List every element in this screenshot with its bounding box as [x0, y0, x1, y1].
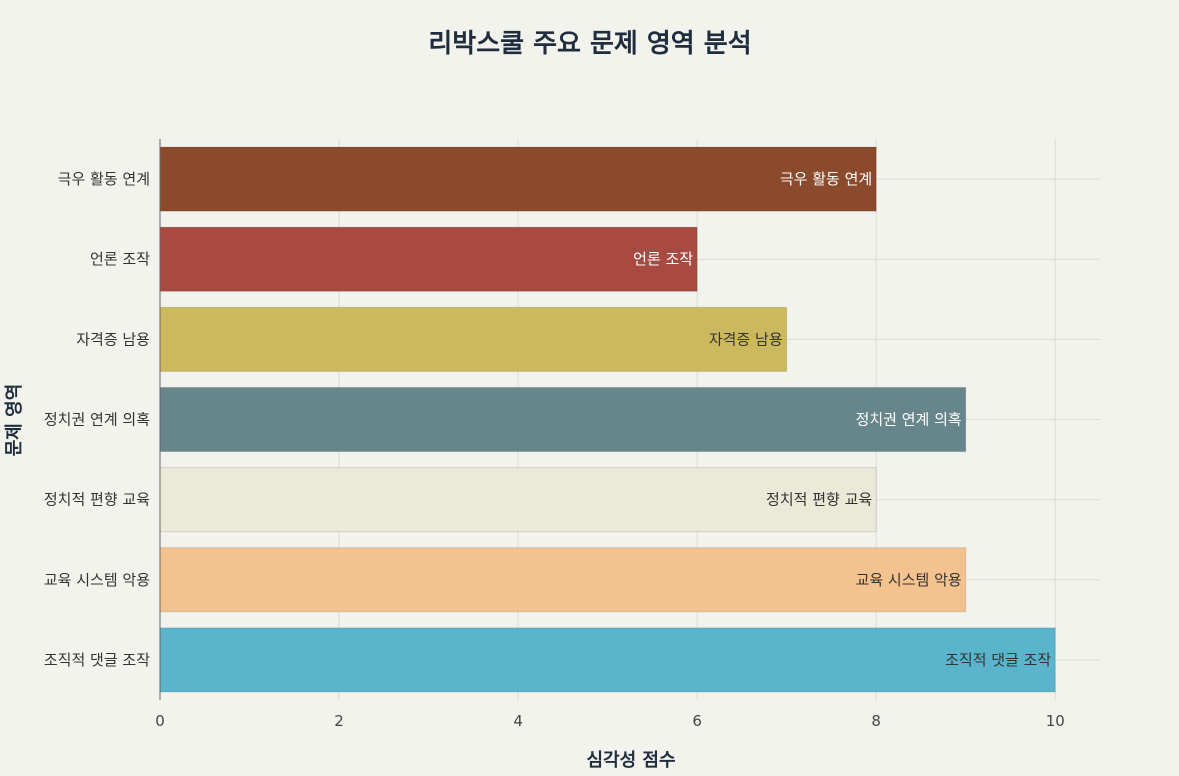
bar-data-label: 교육 시스템 악용	[856, 571, 962, 589]
y-tick-label: 언론 조작	[90, 250, 150, 268]
y-tick-label: 극우 활동 연계	[58, 170, 150, 188]
bar	[159, 306, 788, 372]
y-tick-label: 교육 시스템 악용	[44, 571, 150, 589]
bar-data-label: 언론 조작	[633, 250, 693, 268]
bar-data-label: 정치적 편향 교육	[766, 491, 872, 509]
bar-data-label: 극우 활동 연계	[780, 170, 872, 188]
x-tick-label: 10	[1046, 712, 1065, 730]
x-axis-title: 심각성 점수	[586, 750, 675, 771]
bar-data-label: 조직적 댓글 조작	[945, 651, 1051, 669]
y-tick-label: 자격증 남용	[76, 330, 150, 348]
x-tick-label: 2	[334, 712, 344, 730]
bar	[159, 146, 877, 212]
chart-title: 리박스쿨 주요 문제 영역 분석	[428, 29, 751, 59]
y-tick-label: 정치적 편향 교육	[44, 491, 150, 509]
bar	[159, 467, 877, 533]
bar-data-label: 정치권 연계 의혹	[856, 411, 962, 429]
y-axis-title: 문제 영역	[4, 384, 25, 457]
bar	[159, 386, 967, 453]
x-tick-label: 4	[513, 712, 523, 730]
bar	[159, 226, 698, 292]
bar	[159, 627, 1056, 693]
x-tick-label: 8	[871, 712, 881, 730]
bar	[159, 547, 967, 613]
y-tick-label: 정치권 연계 의혹	[44, 411, 150, 429]
y-tick-label: 조직적 댓글 조작	[44, 651, 150, 669]
x-tick-label: 6	[692, 712, 702, 730]
bar-data-label: 자격증 남용	[709, 330, 783, 348]
x-tick-label: 0	[155, 712, 165, 730]
